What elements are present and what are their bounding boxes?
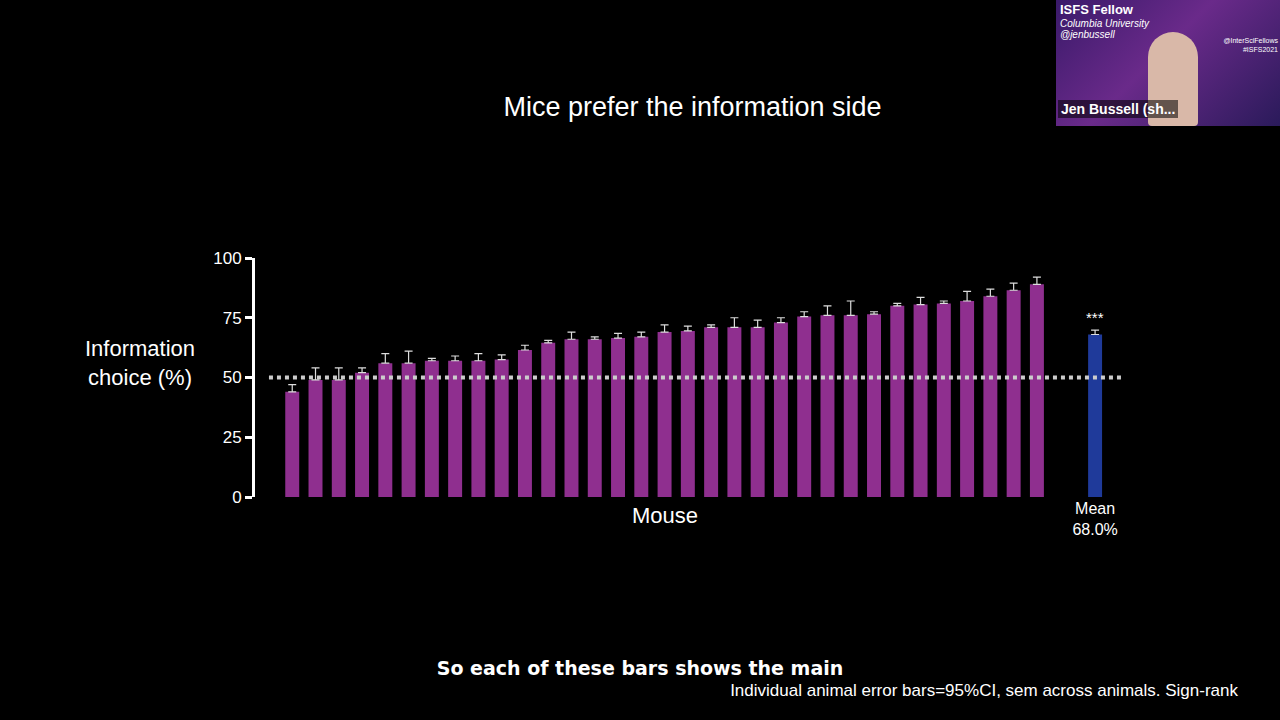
svg-text:Informationchoice (%): Informationchoice (%) [85,336,195,390]
svg-text:50: 50 [223,368,242,387]
html-text:Individual animal error bars=9: Individual animal error bars=95%CI, sem … [730,681,1238,700]
html-text:Jen Bussell (sh...: Jen Bussell (sh... [1061,101,1176,117]
html-text:ISFS Fellow: ISFS Fellow [1060,2,1133,17]
svg-text:***: *** [1086,309,1104,326]
svg-text:100: 100 [213,249,241,268]
svg-text:75: 75 [223,309,242,328]
svg-text:Mice prefer the information si: Mice prefer the information side [503,92,881,122]
html-text:Columbia University: Columbia University [1060,18,1149,29]
svg-text:Mouse: Mouse [632,503,698,528]
svg-text:25: 25 [223,428,242,447]
svg-text:Mean68.0%: Mean68.0% [1072,500,1117,538]
svg-text:0: 0 [232,488,241,507]
html-text:@jenbussell: @jenbussell [1060,29,1115,40]
html-text:@InterSciFellows #ISFS2021: @InterSciFellows #ISFS2021 [1223,37,1278,53]
html-text:So each of these bars shows th: So each of these bars shows the main [436,657,844,679]
